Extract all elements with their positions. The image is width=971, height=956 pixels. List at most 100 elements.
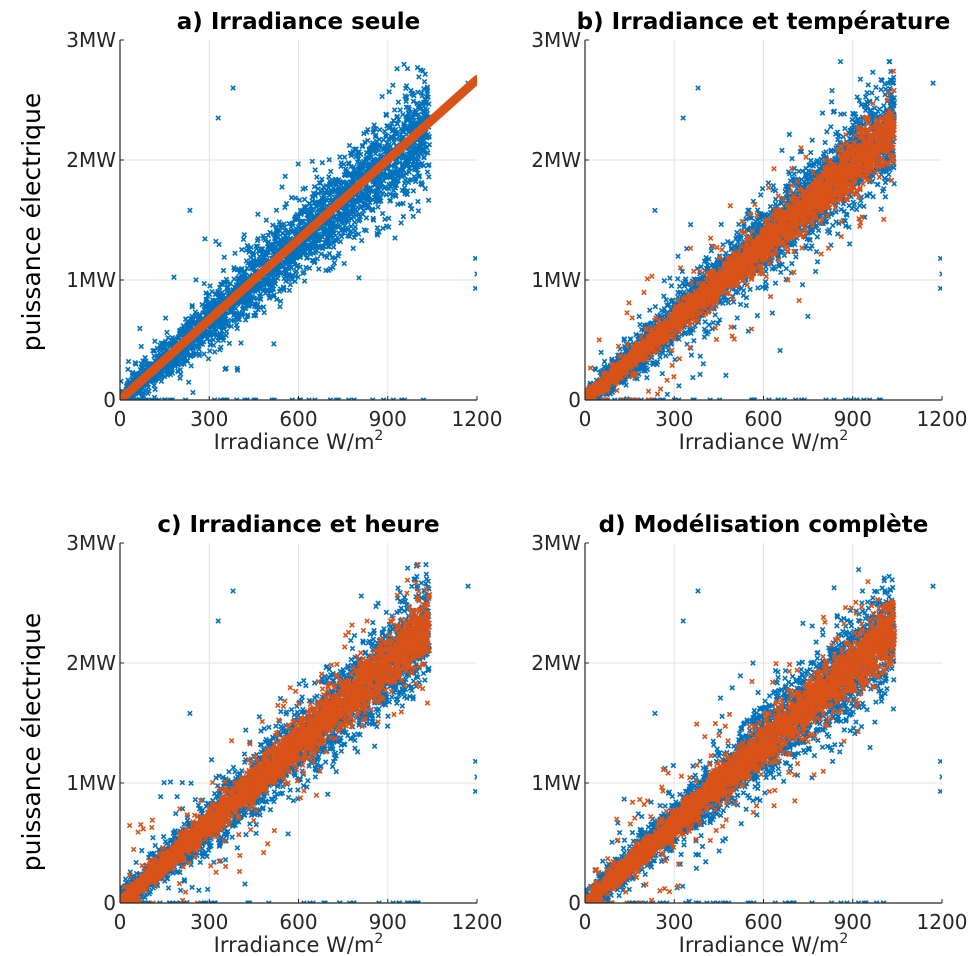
data-point [285,229,291,235]
data-point [715,320,721,327]
data-point [702,319,708,325]
data-point [251,312,257,319]
data-point [389,121,395,127]
data-point [337,154,343,160]
data-point [177,354,184,360]
data-point [268,284,275,291]
data-point [235,275,241,281]
data-point [791,171,797,177]
data-point [162,315,169,321]
data-point [151,382,157,389]
data-point [330,244,337,250]
data-point [169,397,176,400]
data-point [222,397,228,400]
data-point [309,240,316,246]
data-point [224,310,230,316]
data-point [400,127,406,134]
data-point [327,168,334,175]
data-point [363,156,369,162]
data-point [297,220,304,226]
data-point [142,362,148,369]
data-point [327,221,334,227]
data-point [282,227,288,234]
data-point [356,163,362,170]
data-point [814,259,821,265]
data-point [772,280,779,286]
data-point [401,397,408,400]
data-point [789,260,795,267]
data-point [306,397,312,400]
data-point [190,345,196,351]
data-point [362,139,368,145]
data-point [381,128,388,135]
data-point [267,293,273,300]
data-point [421,78,428,85]
data-point [415,198,421,205]
data-point [227,280,234,287]
data-point [403,159,410,166]
data-point [244,242,251,249]
data-point [260,288,267,294]
data-point [260,233,266,239]
x-axis-label: Irradiance W/m2 [214,428,384,454]
data-point [321,228,328,234]
data-point [177,375,183,382]
data-point [636,313,642,320]
data-point [171,274,177,280]
data-point [325,243,331,250]
data-point [235,316,242,322]
data-point [248,261,254,268]
data-point [331,179,337,186]
data-point [185,379,192,385]
data-point [402,153,409,160]
data-point [152,397,159,400]
data-point [338,163,344,170]
data-point [337,238,344,245]
data-point [321,243,327,249]
data-point [846,224,852,230]
data-point [330,185,337,192]
data-point [403,98,409,105]
data-point [393,182,400,188]
data-point [188,351,194,358]
data-point [857,76,864,82]
y-tick-label: 0 [103,388,116,412]
data-point [317,244,324,250]
data-point [690,374,696,381]
data-point [326,250,333,257]
data-point [158,340,165,346]
data-point [690,327,696,333]
data-point [341,208,348,215]
data-point [321,200,328,207]
data-point [399,135,405,141]
data-point [346,397,352,400]
data-point [165,335,171,341]
data-point [233,322,240,328]
data-point [267,229,273,236]
data-point [718,221,725,228]
data-point [164,329,170,336]
data-point [361,130,367,137]
data-point [358,151,364,158]
data-point [332,222,339,229]
data-point [340,230,346,236]
data-point [421,154,427,161]
data-point [269,222,276,228]
data-point [352,231,359,238]
data-point [289,276,295,283]
data-point [882,194,889,200]
data-point [400,213,407,220]
data-point [234,365,241,372]
data-point [201,351,207,357]
data-point [343,184,349,191]
data-point [187,207,193,214]
data-point [809,137,816,144]
data-point [813,248,820,255]
data-point [372,150,379,157]
data-point [418,179,425,186]
data-point [720,242,726,248]
data-point [329,254,336,261]
data-point [363,129,370,136]
data-point [667,275,673,281]
